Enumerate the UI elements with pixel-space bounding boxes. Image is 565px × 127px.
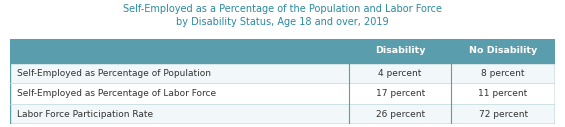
Text: Self-Employed as a Percentage of the Population and Labor Force
by Disability St: Self-Employed as a Percentage of the Pop… — [123, 4, 442, 27]
Text: 26 percent: 26 percent — [376, 110, 425, 119]
Text: Self-Employed as Percentage of Labor Force: Self-Employed as Percentage of Labor For… — [17, 89, 216, 98]
Bar — [10, 83, 555, 104]
Text: Labor Force Participation Rate: Labor Force Participation Rate — [17, 110, 153, 119]
Text: 17 percent: 17 percent — [376, 89, 425, 98]
Text: 11 percent: 11 percent — [479, 89, 528, 98]
Text: No Disability: No Disability — [469, 46, 537, 55]
Bar — [10, 39, 555, 63]
Text: Disability: Disability — [375, 46, 425, 55]
Text: Self-Employed as Percentage of Population: Self-Employed as Percentage of Populatio… — [17, 69, 211, 77]
Text: 8 percent: 8 percent — [481, 69, 525, 77]
Bar — [10, 63, 555, 83]
Bar — [10, 104, 555, 124]
Text: 72 percent: 72 percent — [479, 110, 528, 119]
Text: 4 percent: 4 percent — [379, 69, 422, 77]
